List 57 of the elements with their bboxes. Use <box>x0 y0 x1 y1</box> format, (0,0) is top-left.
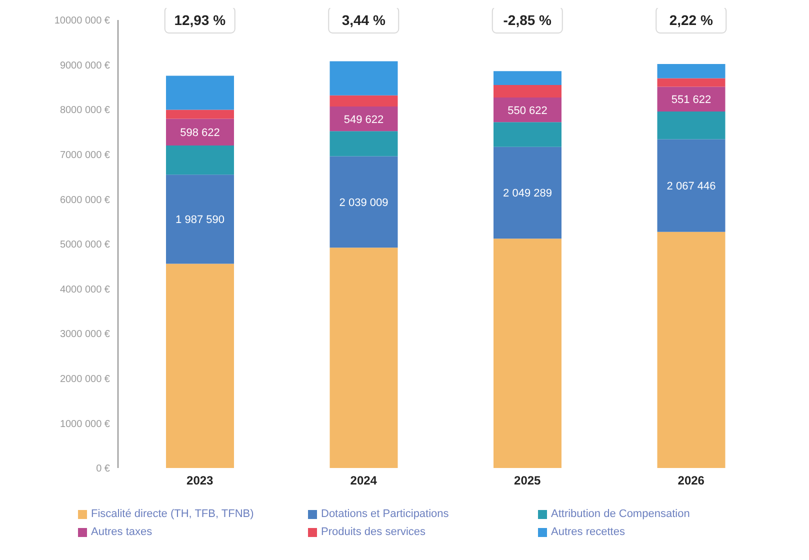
data-label: 598 622 <box>180 127 220 140</box>
bar <box>494 98 562 122</box>
y-tick-label: 6000 000 € <box>60 194 110 206</box>
annotation: 2,22 % <box>669 12 714 28</box>
bar <box>330 106 398 132</box>
legend-label: Attribution de Compensation <box>551 508 690 520</box>
legend-label: Autres recettes <box>551 526 625 538</box>
bar <box>657 139 726 232</box>
bar <box>330 95 398 107</box>
y-tick-label: 10000 000 € <box>54 16 110 27</box>
legend-label: Produits des services <box>321 526 426 538</box>
bar <box>330 61 398 96</box>
y-tick-label: 4000 000 € <box>60 284 110 296</box>
bar <box>166 264 234 468</box>
data-label: 2 049 289 <box>503 188 552 200</box>
bar <box>166 174 234 264</box>
bar <box>657 86 726 112</box>
data-label: 550 622 <box>508 104 548 117</box>
bar <box>657 112 726 140</box>
bar <box>166 146 234 175</box>
x-tick-label: 2023 <box>186 474 214 488</box>
y-tick-label: 8000 000 € <box>60 105 110 116</box>
bar <box>166 110 234 119</box>
data-label: 1 987 590 <box>176 214 224 226</box>
y-tick-label: 3000 000 € <box>60 329 110 340</box>
bar <box>657 64 726 78</box>
bar <box>330 156 398 248</box>
y-tick-label: 5000 000 € <box>60 240 110 251</box>
legend-label: Fiscalité directe (TH, TFB, TFNB) <box>91 508 254 520</box>
bar <box>494 122 562 147</box>
bar <box>330 131 398 156</box>
y-tick-label: 0 € <box>96 464 110 475</box>
data-label: 551 622 <box>671 94 712 106</box>
bar <box>330 248 398 468</box>
y-tick-label: 7000 000 € <box>60 150 110 161</box>
x-tick-label: 2025 <box>514 474 542 488</box>
bar <box>494 238 562 468</box>
y-tick-label: 2000 000 € <box>60 374 110 385</box>
legend-label: Autres taxes <box>91 526 152 538</box>
data-label: 549 622 <box>344 114 384 126</box>
bar <box>494 84 562 98</box>
bar <box>166 118 234 146</box>
legend-label: Dotations et Participations <box>321 508 449 520</box>
bar <box>494 146 562 239</box>
y-tick-label: 9000 000 € <box>60 60 110 72</box>
x-tick-label: 2026 <box>678 474 705 488</box>
annotation: -2,85 % <box>503 12 552 28</box>
annotation: 12,93 % <box>174 12 226 28</box>
bar <box>166 76 234 110</box>
data-label: 2 067 446 <box>666 180 716 193</box>
y-tick-label: 1000 000 € <box>60 418 110 430</box>
x-tick-label: 2024 <box>350 474 378 488</box>
bar <box>657 78 726 87</box>
bar <box>657 232 726 468</box>
bar <box>494 71 562 85</box>
data-label: 2 039 009 <box>339 196 388 209</box>
annotation: 3,44 % <box>342 12 386 28</box>
